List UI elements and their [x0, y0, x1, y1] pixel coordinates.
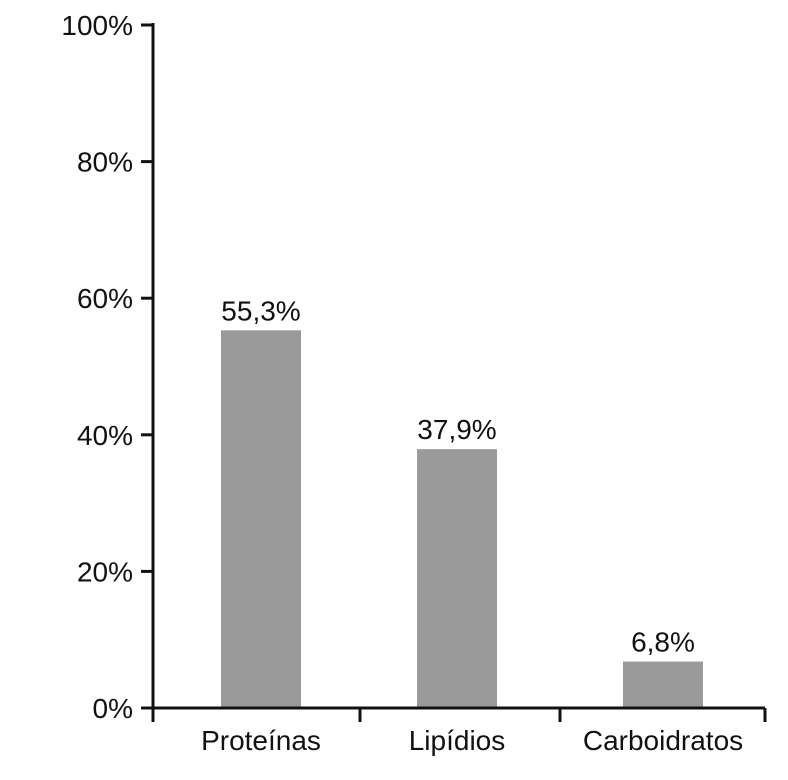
bar	[221, 330, 301, 708]
x-category-label: Carboidratos	[583, 725, 743, 756]
x-category-label: Proteínas	[201, 725, 321, 756]
y-tick-label: 60%	[77, 283, 133, 314]
y-axis-ticks: 0% 20% 40% 60% 80% 100%	[61, 10, 153, 724]
y-tick-label: 80%	[77, 147, 133, 178]
bars-group	[221, 330, 703, 708]
x-axis-ticks: Proteínas Lipídios Carboidratos	[151, 708, 767, 756]
bar-value-label: 55,3%	[221, 295, 300, 326]
y-tick-label: 100%	[61, 10, 133, 41]
bar	[417, 449, 497, 708]
value-labels-group: 55,3% 37,9% 6,8%	[221, 295, 695, 657]
y-tick-label: 20%	[77, 556, 133, 587]
bar-value-label: 37,9%	[417, 414, 496, 445]
x-category-label: Lipídios	[409, 725, 506, 756]
bar	[623, 661, 703, 708]
y-tick-label: 0%	[93, 693, 133, 724]
bar-value-label: 6,8%	[631, 627, 695, 658]
y-tick-label: 40%	[77, 420, 133, 451]
